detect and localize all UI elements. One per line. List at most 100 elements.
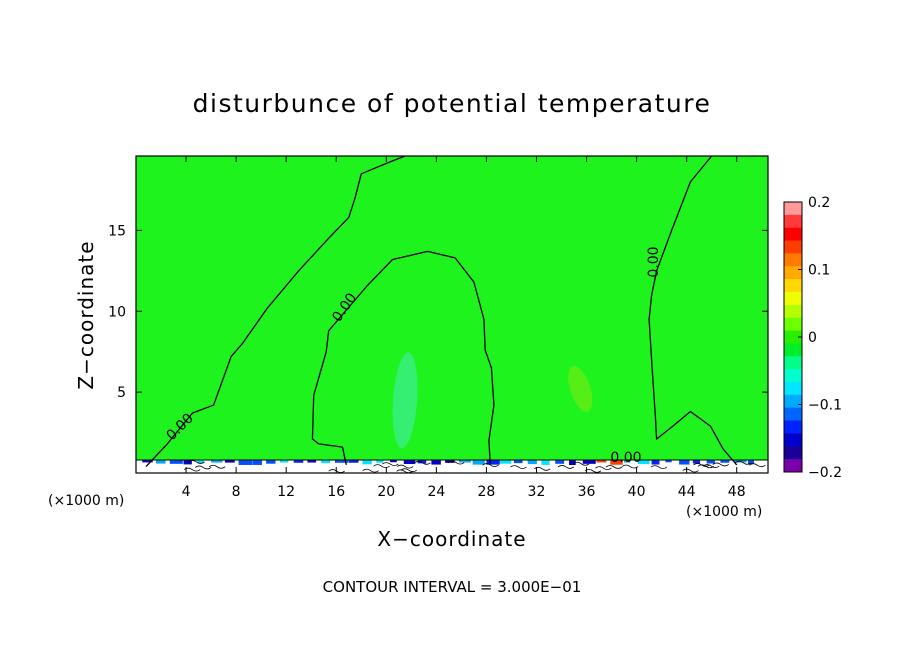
surface-cell (582, 460, 596, 464)
surface-cell (500, 460, 512, 464)
colorbar-swatch (784, 266, 802, 280)
contour-value-label: 0.00 (646, 246, 662, 277)
surface-cell (307, 460, 317, 463)
colorbar-swatch (784, 214, 802, 229)
colorbar-swatch (784, 446, 802, 460)
x-tick-label: 28 (478, 484, 496, 500)
surface-contour (373, 464, 390, 469)
colorbar: 0.2 0.1 0 −0.1 −0.2 (783, 195, 842, 481)
surface-cell (224, 460, 235, 463)
surface-contour (621, 464, 639, 469)
surface-cell (541, 460, 550, 465)
surface-cell (527, 460, 537, 465)
surface-contour (572, 461, 590, 466)
surface-layer (136, 459, 768, 474)
colorbar-swatch (784, 240, 802, 254)
y-tick-label: 10 (108, 304, 126, 320)
surface-cell (692, 460, 701, 464)
colorbar-swatch (784, 382, 802, 396)
surface-cell (651, 460, 660, 465)
surface-contour (712, 462, 729, 467)
surface-cell (362, 460, 372, 465)
plot-frame (135, 155, 769, 474)
colorbar-swatch (784, 304, 802, 319)
surface-contour (194, 465, 212, 470)
surface-cell (183, 460, 192, 465)
surface-contour (510, 465, 527, 470)
contour-interval-note: CONTOUR INTERVAL = 3.000E−01 (323, 578, 582, 596)
colorbar-swatch (784, 330, 802, 344)
surface-cell (376, 460, 384, 463)
x-tick-label: 44 (678, 484, 696, 500)
surface-contour (400, 468, 418, 473)
colorbar-tick-label: −0.1 (808, 398, 842, 414)
surface-contour (682, 468, 699, 473)
surface-cell (637, 460, 650, 465)
colorbar-swatch (784, 356, 802, 370)
x-unit-label-left: (×1000 m) (48, 493, 124, 509)
surface-contour (396, 464, 414, 469)
surface-cell (458, 460, 471, 463)
surface-cell (293, 460, 304, 463)
x-tick-label: 48 (728, 484, 746, 500)
surface-cell (348, 460, 359, 463)
surface-cell (197, 460, 204, 464)
surface-contour (208, 464, 226, 469)
x-tick-label: 40 (628, 484, 646, 500)
colorbar-swatch (784, 292, 802, 306)
surface-contour (414, 460, 431, 465)
surface-cell (211, 460, 223, 463)
contour-line (145, 155, 406, 467)
surface-cell (169, 460, 183, 464)
surface-cell (679, 460, 690, 465)
x-tick-label: 4 (182, 484, 191, 500)
colorbar-swatch (784, 279, 802, 293)
surface-contour (735, 460, 752, 465)
surface-cell (321, 460, 331, 464)
contour-line (311, 250, 495, 466)
anomaly-region (392, 352, 418, 449)
surface-cell (665, 460, 672, 463)
surface-cell (390, 460, 397, 463)
surface-cell (569, 460, 576, 466)
colorbar-swatch (784, 202, 802, 216)
surface-contour (693, 463, 710, 467)
surface-cell (513, 460, 523, 464)
y-tick-label: 15 (108, 223, 126, 239)
x-tick-label: 12 (277, 484, 295, 500)
surface-contour (382, 462, 399, 466)
surface-contour (362, 468, 379, 473)
colorbar-swatch (784, 420, 802, 434)
colorbar-swatch (784, 459, 802, 473)
surface-cell (431, 460, 441, 465)
surface-cell (555, 460, 565, 464)
surface-contour (557, 465, 575, 469)
surface-cell (706, 460, 715, 464)
surface-cell (252, 460, 262, 465)
surface-cell (417, 460, 427, 464)
surface-cell (486, 460, 500, 465)
x-tick-label: 24 (427, 484, 445, 500)
colorbar-tick-label: 0.2 (808, 195, 830, 211)
x-axis-label: X−coordinate (377, 527, 526, 551)
surface-cell (720, 460, 730, 463)
contour-value-label: 0.00 (610, 450, 641, 466)
surface-cell (334, 460, 349, 463)
x-tick-label: 32 (528, 484, 546, 500)
surface-cell (747, 460, 754, 464)
surface-contour (650, 465, 668, 470)
surface-cell (142, 460, 153, 463)
surface-contour (482, 463, 499, 467)
y-tick-label: 5 (117, 385, 126, 401)
x-tick-label: 16 (327, 484, 345, 500)
colorbar-swatch (784, 369, 802, 383)
surface-contour (749, 463, 766, 468)
surface-contour (584, 468, 602, 473)
colorbar-swatch (784, 317, 802, 332)
surface-contour (595, 466, 612, 471)
colorbar-tick-label: 0 (808, 330, 817, 346)
anomaly-region (568, 365, 593, 412)
x-tick-label: 36 (578, 484, 596, 500)
